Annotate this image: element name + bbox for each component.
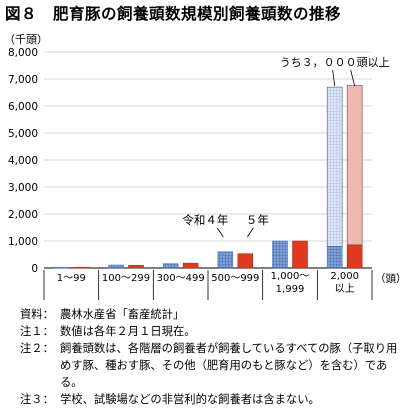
chart-title: 図８ 肥育豚の飼養頭数規模別飼養頭数の推移 xyxy=(5,5,342,23)
bar-r4-2 xyxy=(108,264,124,269)
note-key: 資料： xyxy=(20,308,54,321)
bar-r5-2 xyxy=(128,265,144,269)
x-tick-label: 300〜499 xyxy=(157,273,205,284)
bar-r4-4 xyxy=(217,251,234,269)
bar-r5-5 xyxy=(292,240,308,269)
bar-r5-1 xyxy=(73,266,90,269)
note-text: 数値は各年２月１日現在。 xyxy=(60,325,196,338)
y-tick-label: 8,000 xyxy=(8,47,38,59)
note-row: 注１： 数値は各年２月１日現在。 xyxy=(20,323,398,340)
bar-r4-3 xyxy=(162,263,179,269)
x-axis-label: （頭） xyxy=(375,273,400,285)
note-text: 飼養頭数は、各階層の飼養者が飼養しているすべての豚（子取り用めす豚、種おす豚、そ… xyxy=(60,342,398,389)
y-tick-label: 7,000 xyxy=(8,74,38,86)
bar-detail-r4 xyxy=(326,86,343,247)
note-key: 注２： xyxy=(20,342,54,355)
note-row: 注２： 飼養頭数は、各階層の飼養者が飼養しているすべての豚（子取り用めす豚、種おす… xyxy=(20,340,398,391)
y-tick-label: 3,000 xyxy=(8,182,38,194)
note-key: 注１： xyxy=(20,325,54,338)
annotation-r4: 令和４年 xyxy=(182,213,228,227)
x-tick-label: 2,000 xyxy=(330,271,359,282)
note-text: 学校、試験場などの非営利的な飼養者は含まない。 xyxy=(60,393,320,406)
bar-r5-6 xyxy=(346,244,363,269)
notes: 資料： 農林水産省「畜産統計」 注１： 数値は各年２月１日現在。 注２： 飼養頭数は、各階… xyxy=(20,306,398,408)
detail-annotation: うち３，０００頭以上 xyxy=(280,56,390,69)
bar-detail-r5 xyxy=(346,85,363,246)
bar-r4-5 xyxy=(272,240,288,269)
annotation-leader xyxy=(350,69,356,87)
y-tick-label: 4,000 xyxy=(8,155,38,167)
note-row: 資料： 農林水産省「畜産統計」 xyxy=(20,306,398,323)
x-tick-label: 1,000〜 xyxy=(271,271,310,282)
bar-r4-1 xyxy=(53,266,70,269)
y-tick-label: 1,000 xyxy=(8,236,38,248)
annotation-leader xyxy=(247,227,254,238)
x-tick-label: 1〜99 xyxy=(57,273,86,284)
y-tick-label: 5,000 xyxy=(8,128,38,140)
y-tick-label: 6,000 xyxy=(8,101,38,113)
note-row: 注３： 学校、試験場などの非営利的な飼養者は含まない。 xyxy=(20,391,398,408)
x-tick-label: 1,999 xyxy=(276,284,305,295)
x-tick-label: 500〜999 xyxy=(211,273,259,284)
x-tick-label: 以上 xyxy=(335,283,355,295)
annotation-leader xyxy=(217,227,224,238)
y-axis-label: （千頭） xyxy=(4,33,48,46)
bar-r5-4 xyxy=(237,253,254,269)
note-key: 注３： xyxy=(20,393,54,406)
y-tick-label: 2,000 xyxy=(8,209,38,221)
x-tick-label: 100〜299 xyxy=(102,273,150,284)
y-tick-label: 0 xyxy=(31,263,38,275)
bar-r5-3 xyxy=(182,262,199,269)
annotation-r5: ５年 xyxy=(246,213,269,227)
annotation-leader xyxy=(332,69,336,87)
bar-r4-6 xyxy=(326,246,343,269)
note-text: 農林水産省「畜産統計」 xyxy=(60,308,185,321)
bar-chart: （千頭） 0 1,000 2,000 3,000 4,000 5,000 6,000 7,000… xyxy=(4,33,400,300)
